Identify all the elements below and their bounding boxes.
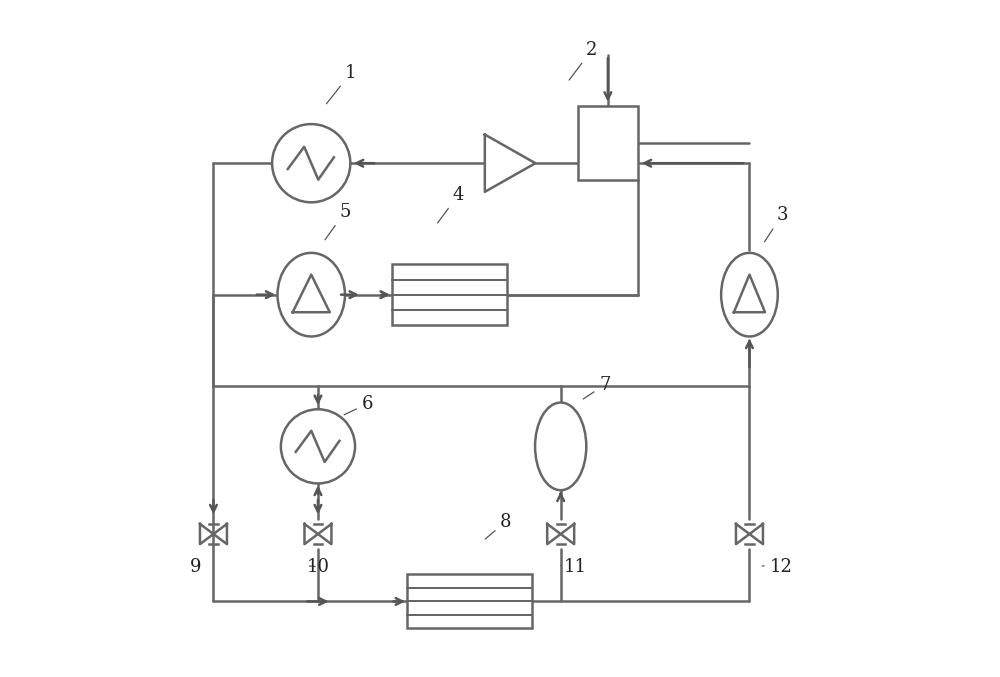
Bar	[392, 264, 507, 325]
Polygon shape	[200, 524, 213, 544]
Polygon shape	[304, 524, 318, 544]
Polygon shape	[749, 524, 763, 544]
Polygon shape	[485, 135, 535, 192]
Bar	[578, 106, 638, 180]
Polygon shape	[213, 524, 227, 544]
Text: 3: 3	[764, 206, 788, 242]
Ellipse shape	[721, 253, 778, 336]
Text: 6: 6	[344, 395, 373, 415]
Polygon shape	[561, 524, 574, 544]
Polygon shape	[736, 524, 749, 544]
Polygon shape	[547, 524, 561, 544]
Text: 2: 2	[569, 41, 598, 80]
Circle shape	[272, 124, 350, 202]
Text: 9: 9	[190, 558, 201, 576]
Bar	[407, 575, 532, 628]
Ellipse shape	[278, 253, 345, 336]
Text: 5: 5	[325, 202, 351, 240]
Ellipse shape	[535, 403, 586, 490]
Text: 11: 11	[561, 558, 587, 576]
Text: 7: 7	[583, 376, 610, 399]
Text: 4: 4	[438, 185, 464, 223]
Circle shape	[281, 410, 355, 483]
Text: 12: 12	[762, 558, 793, 576]
Text: 10: 10	[306, 558, 329, 576]
Text: 8: 8	[485, 512, 511, 539]
Polygon shape	[318, 524, 331, 544]
Text: 1: 1	[326, 64, 356, 104]
